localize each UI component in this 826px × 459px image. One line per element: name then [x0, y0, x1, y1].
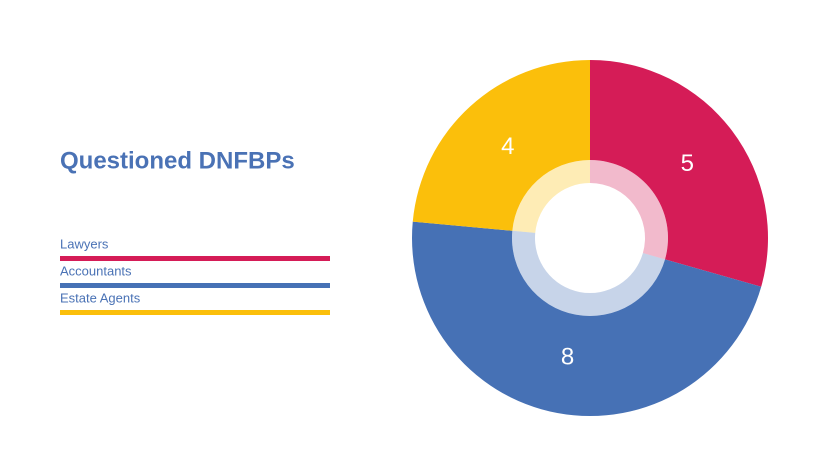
segment	[590, 60, 768, 287]
segment-inner	[512, 230, 666, 316]
legend-label: Accountants	[60, 263, 132, 278]
data-label: 4	[501, 133, 514, 160]
data-label: 5	[681, 150, 694, 177]
segment	[412, 60, 590, 231]
legend-swatch	[60, 283, 330, 288]
segment	[411, 221, 762, 417]
segment-inner	[512, 160, 590, 233]
chart-title: Questioned DNFBPs	[60, 147, 295, 174]
segment-inner	[590, 160, 668, 260]
data-label: 8	[561, 343, 574, 370]
legend-swatch	[60, 310, 330, 315]
legend-swatch	[60, 256, 330, 261]
legend-label: Lawyers	[60, 236, 109, 251]
legend-label: Estate Agents	[60, 290, 141, 305]
